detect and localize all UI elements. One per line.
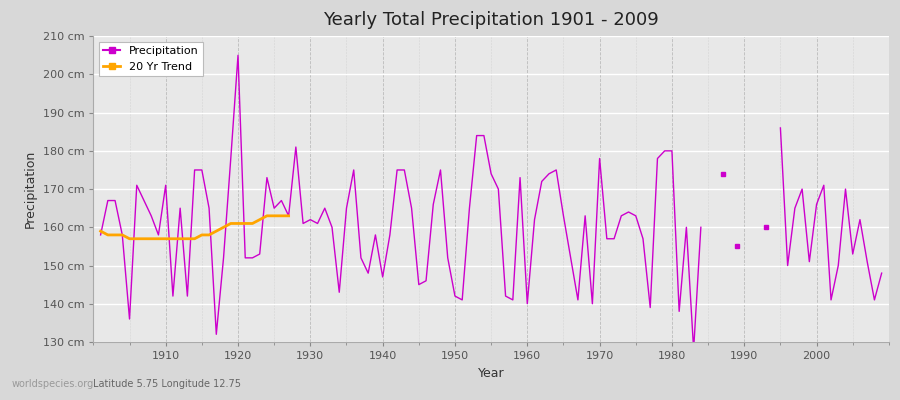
Legend: Precipitation, 20 Yr Trend: Precipitation, 20 Yr Trend [99, 42, 203, 76]
Text: Latitude 5.75 Longitude 12.75: Latitude 5.75 Longitude 12.75 [94, 379, 241, 389]
Title: Yearly Total Precipitation 1901 - 2009: Yearly Total Precipitation 1901 - 2009 [323, 11, 659, 29]
X-axis label: Year: Year [478, 366, 504, 380]
Text: worldspecies.org: worldspecies.org [11, 379, 94, 389]
Y-axis label: Precipitation: Precipitation [24, 150, 37, 228]
